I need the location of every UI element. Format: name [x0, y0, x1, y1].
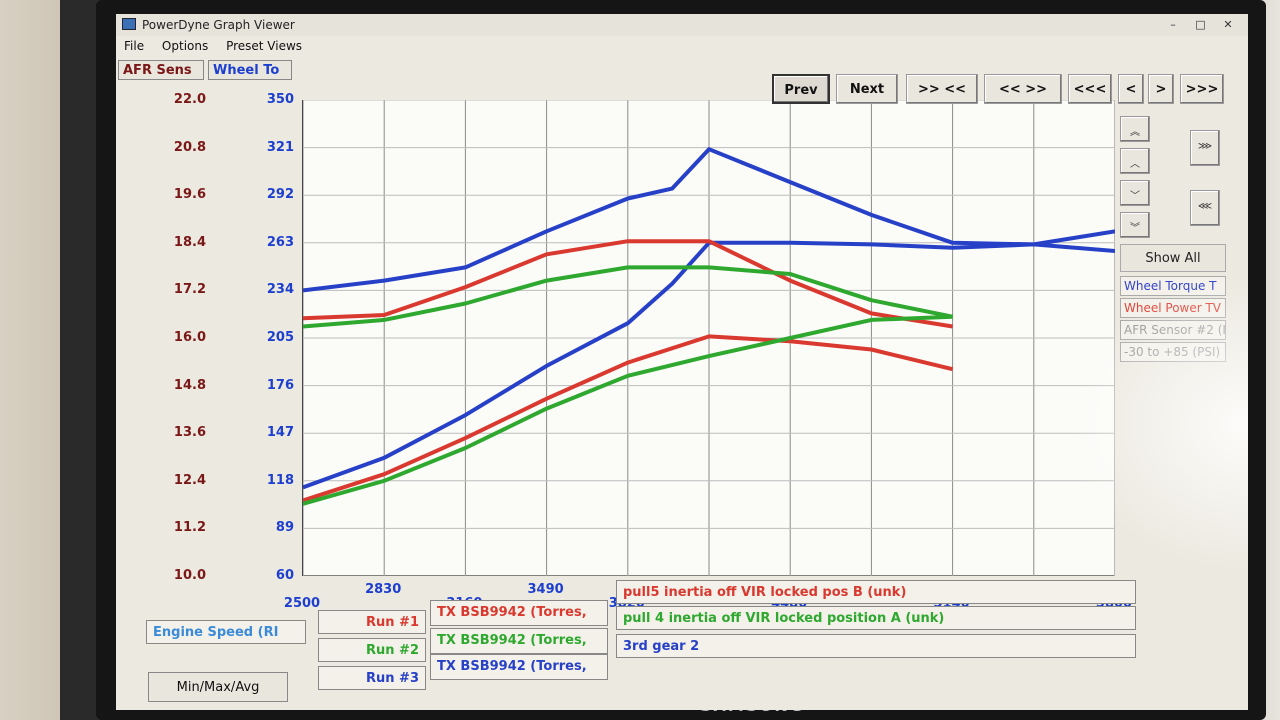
- min-max-avg-button[interactable]: Min/Max/Avg: [148, 672, 288, 702]
- close-button[interactable]: ✕: [1223, 18, 1233, 31]
- menu-bar: File Options Preset Views: [116, 36, 1248, 56]
- right-y-tick-label: 60: [275, 568, 294, 583]
- app-window: PowerDyne Graph Viewer – □ ✕ File Option…: [116, 14, 1248, 710]
- menu-preset-views[interactable]: Preset Views: [226, 39, 303, 53]
- prev-button[interactable]: Prev: [772, 74, 830, 104]
- zoom-out-x-button[interactable]: << >>: [984, 74, 1062, 104]
- maximize-button[interactable]: □: [1195, 18, 1206, 31]
- series-line: [302, 334, 954, 503]
- zoom-in-x-button[interactable]: >> <<: [906, 74, 978, 104]
- window-title: PowerDyne Graph Viewer: [142, 18, 295, 32]
- scroll-left-button[interactable]: <: [1118, 74, 1144, 104]
- right-y-tick-label: 292: [266, 187, 294, 203]
- left-y-tick-label: 11.2: [173, 520, 206, 536]
- x-tick-label: 2830: [365, 582, 402, 597]
- x-tick-label: 2500: [283, 596, 321, 611]
- zoom-out-y-button[interactable]: ⋘: [1190, 190, 1220, 226]
- left-y-tick-label: 16.0: [173, 330, 206, 345]
- show-all-button[interactable]: Show All: [1120, 244, 1226, 272]
- scroll-down-double-button[interactable]: ︾: [1120, 212, 1150, 238]
- series-line: [302, 265, 953, 329]
- left-y-tick-label: 22.0: [173, 92, 206, 107]
- scroll-far-left-button[interactable]: <<<: [1068, 74, 1112, 104]
- right-y-tick-label: 89: [275, 520, 294, 536]
- menu-options[interactable]: Options: [161, 39, 209, 53]
- run-2-note[interactable]: pull 4 inertia off VIR locked position A…: [616, 606, 1136, 630]
- right-y-tick-label: 321: [266, 139, 294, 155]
- series-line: [302, 147, 1116, 293]
- right-y-tick-label: 350: [266, 92, 294, 107]
- scroll-right-button[interactable]: >: [1148, 74, 1174, 104]
- scroll-up-double-button[interactable]: ︽: [1120, 116, 1150, 142]
- title-bar: PowerDyne Graph Viewer – □ ✕: [116, 14, 1248, 36]
- run-2-vehicle[interactable]: TX BSB9942 (Torres,: [430, 628, 608, 654]
- run-1-vehicle[interactable]: TX BSB9942 (Torres,: [430, 600, 608, 626]
- right-y-tick-label: 263: [266, 234, 294, 250]
- minimize-button[interactable]: –: [1170, 18, 1176, 31]
- x-tick-label: 3490: [527, 582, 564, 597]
- window-controls: – □ ✕: [1161, 18, 1240, 31]
- right-y-tick-label: 118: [266, 472, 294, 488]
- next-button[interactable]: Next: [836, 74, 898, 104]
- left-y-tick-label: 17.2: [173, 282, 206, 298]
- run-2-label: Run #2: [318, 638, 426, 662]
- run-3-label: Run #3: [318, 666, 426, 690]
- chart-svg: [302, 99, 1116, 577]
- left-y-tick-label: 13.6: [173, 425, 206, 441]
- left-y-tick-label: 14.8: [173, 377, 206, 393]
- right-y-tick-label: 147: [266, 425, 294, 441]
- x-axis-channel-select[interactable]: Engine Speed (RI: [146, 620, 306, 644]
- right-axis-header[interactable]: Wheel To: [208, 60, 292, 80]
- left-y-tick-label: 19.6: [173, 187, 206, 203]
- left-y-tick-label: 12.4: [173, 472, 206, 488]
- left-y-tick-label: 20.8: [173, 139, 206, 155]
- legend-afr-sensor[interactable]: AFR Sensor #2 (I: [1120, 320, 1226, 340]
- series-line: [302, 239, 953, 329]
- zoom-in-y-button[interactable]: ⋙: [1190, 130, 1220, 166]
- right-y-tick-label: 234: [266, 282, 294, 298]
- run-1-label: Run #1: [318, 610, 426, 634]
- left-y-tick-label: 18.4: [173, 234, 206, 250]
- right-y-tick-label: 205: [266, 330, 294, 345]
- scroll-far-right-button[interactable]: >>>: [1180, 74, 1224, 104]
- left-axis-header[interactable]: AFR Sens: [118, 60, 204, 80]
- run-3-vehicle[interactable]: TX BSB9942 (Torres,: [430, 654, 608, 680]
- scroll-up-button[interactable]: ︿: [1120, 148, 1150, 174]
- series-line: [302, 314, 953, 506]
- scroll-down-button[interactable]: ﹀: [1120, 180, 1150, 206]
- right-y-tick-label: 176: [266, 377, 294, 393]
- series-line: [302, 229, 1116, 490]
- run-3-note[interactable]: 3rd gear 2: [616, 634, 1136, 658]
- plot-area[interactable]: [302, 99, 1116, 577]
- legend-psi-range[interactable]: -30 to +85 (PSI): [1120, 342, 1226, 362]
- legend-wheel-torque[interactable]: Wheel Torque T: [1120, 276, 1226, 296]
- run-1-note[interactable]: pull5 inertia off VIR locked pos B (unk): [616, 580, 1136, 604]
- left-y-tick-label: 10.0: [173, 568, 206, 583]
- menu-file[interactable]: File: [124, 39, 145, 53]
- app-icon: [122, 18, 136, 30]
- legend-wheel-power[interactable]: Wheel Power TV: [1120, 298, 1226, 318]
